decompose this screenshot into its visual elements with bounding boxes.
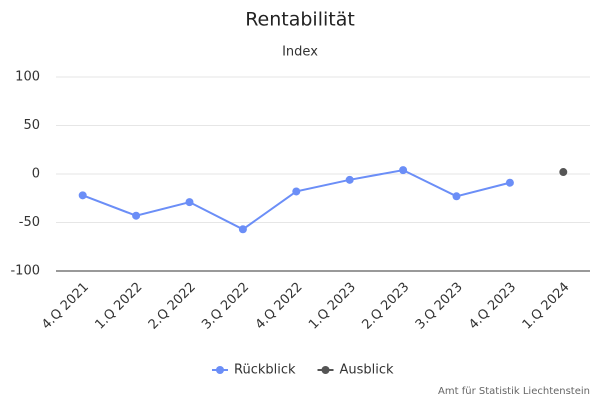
chart-subtitle: Index [282,45,318,60]
point [292,187,301,196]
x-tick-label: 1.Q 2024 [520,280,573,333]
point [238,225,247,234]
legend-marker [216,366,224,374]
x-tick-label: 4.Q 2022 [253,280,306,333]
y-tick-label: -100 [10,264,40,279]
x-tick-label: 1.Q 2023 [306,280,359,333]
x-tick-label: 4.Q 2021 [39,280,92,333]
x-tick-label: 3.Q 2022 [199,280,252,333]
x-tick-label: 4.Q 2023 [466,280,519,333]
point [452,192,461,201]
point [345,175,354,184]
y-tick-label: 100 [15,70,40,85]
chart-title: Rentabilität [245,9,355,31]
point [185,198,194,207]
point [399,166,408,175]
x-tick-label: 3.Q 2023 [413,280,466,333]
legend-marker [321,366,330,374]
y-tick-label: -50 [19,215,40,230]
x-tick-label: 1.Q 2022 [92,280,145,333]
x-tick-label: 2.Q 2023 [359,280,412,333]
legend-label: Ausblick [340,363,395,378]
point [78,191,87,200]
x-tick-label: 2.Q 2022 [146,280,199,333]
legend-label: Rückblick [234,363,296,378]
point [559,168,568,177]
y-tick-label: 0 [32,167,40,182]
credits: Amt für Statistik Liechtenstein [438,386,590,397]
point [505,178,514,187]
point [132,211,141,220]
line [82,169,511,231]
y-tick-label: 50 [23,118,40,133]
